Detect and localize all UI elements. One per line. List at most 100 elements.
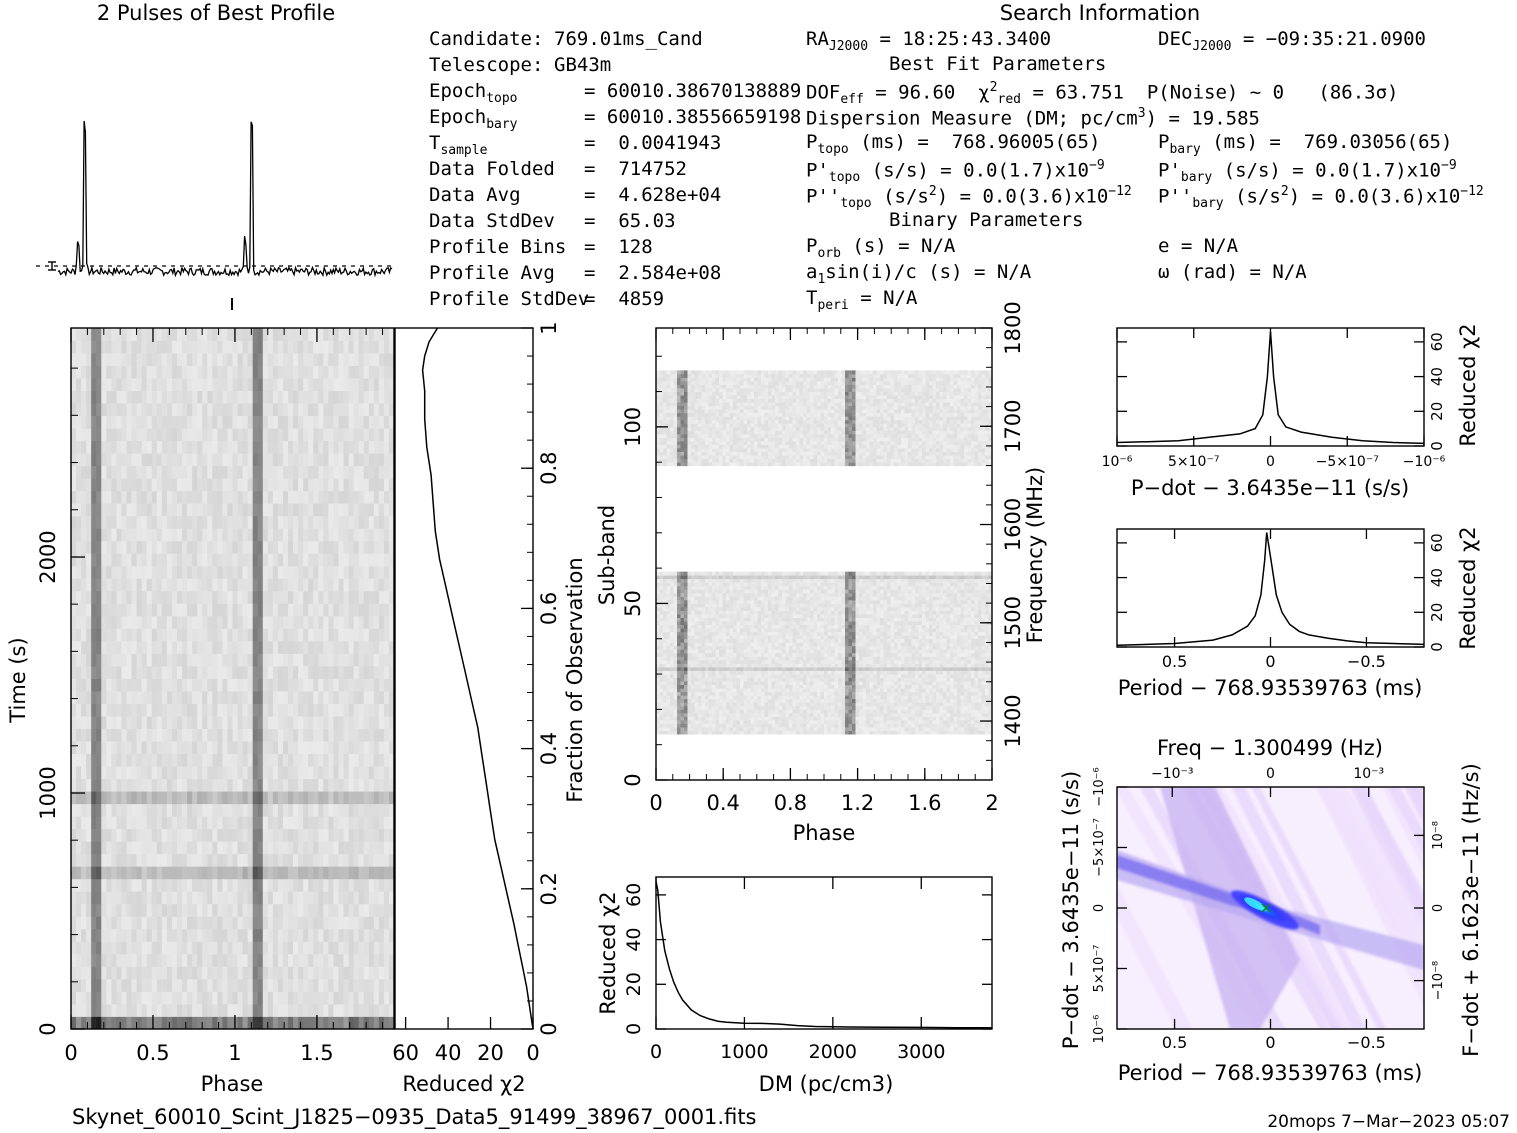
heatmap-cell — [217, 816, 223, 830]
heatmap-cell — [303, 478, 309, 492]
heatmap-cell — [101, 478, 107, 492]
heatmap-cell — [373, 803, 380, 817]
heatmap-cell — [978, 702, 982, 707]
heatmap-cell — [859, 723, 863, 728]
heatmap-cell — [91, 578, 97, 592]
heatmap-cell — [323, 941, 329, 955]
heatmap-cell — [338, 678, 344, 692]
heatmap-cell — [373, 565, 380, 579]
heatmap-cell — [388, 653, 395, 667]
heatmap-cell — [318, 741, 324, 755]
heatmap-cell — [827, 716, 832, 721]
heatmap-cell — [378, 1016, 385, 1030]
heatmap-cell — [182, 615, 188, 629]
heatmap-cell — [267, 565, 274, 579]
heatmap-cell — [368, 640, 375, 654]
heatmap-cell — [813, 719, 818, 724]
heatmap-cell — [831, 705, 835, 710]
heatmap-cell — [388, 853, 395, 867]
heatmap-cell — [277, 791, 284, 805]
heatmap-cell — [192, 565, 198, 579]
heatmap-cell — [71, 515, 77, 529]
heatmap-cell — [373, 791, 380, 805]
heatmap-cell — [106, 540, 112, 554]
heatmap-cell — [368, 728, 375, 742]
heatmap-cell — [313, 515, 319, 529]
heatmap-cell — [156, 353, 163, 366]
heatmap-cell — [747, 688, 751, 693]
heatmap-cell — [943, 702, 947, 707]
heatmap-cell — [257, 978, 264, 992]
heatmap-cell — [323, 653, 329, 667]
heatmap-cell — [161, 665, 168, 679]
heatmap-cell — [217, 691, 223, 704]
heatmap-cell — [207, 390, 213, 404]
heatmap-cell — [257, 453, 264, 467]
heatmap-cell — [869, 727, 874, 731]
heatmap-cell — [192, 891, 198, 905]
heatmap-cell — [666, 688, 671, 693]
heatmap-cell — [373, 515, 380, 529]
heatmap-cell — [666, 698, 671, 703]
heatmap-cell — [166, 478, 173, 492]
heatmap-cell — [363, 440, 370, 454]
heatmap-cell — [308, 891, 314, 905]
heatmap-cell — [76, 891, 82, 905]
heatmap-cell — [353, 778, 360, 792]
heatmap-cell — [182, 628, 188, 642]
heatmap-cell — [348, 841, 355, 855]
heatmap-cell — [666, 712, 671, 717]
heatmap-cell — [71, 716, 77, 729]
heatmap-cell — [831, 709, 835, 714]
heatmap-cell — [197, 415, 203, 429]
heatmap-cell — [96, 791, 102, 805]
heatmap-cell — [267, 603, 274, 617]
heatmap-cell — [293, 966, 299, 980]
heatmap-cell — [227, 440, 233, 454]
heatmap-cell — [111, 941, 117, 955]
heatmap-cell — [318, 428, 324, 442]
heatmap-cell — [217, 966, 223, 980]
heatmap-cell — [719, 695, 723, 700]
heatmap-cell — [785, 716, 790, 721]
heatmap-cell — [227, 378, 233, 391]
heatmap-cell — [76, 991, 82, 1005]
heatmap-cell — [182, 490, 188, 504]
heatmap-cell — [212, 891, 218, 905]
heatmap-cell — [908, 723, 912, 728]
heatmap-cell — [161, 916, 168, 930]
heatmap-cell — [323, 628, 329, 642]
heatmap-cell — [348, 490, 355, 504]
heatmap-cell — [267, 665, 274, 679]
heatmap-cell — [950, 712, 954, 717]
heatmap-cell — [262, 403, 269, 417]
heatmap-cell — [106, 1003, 112, 1017]
heatmap-cell — [348, 928, 355, 942]
heatmap-cell — [96, 415, 102, 429]
heatmap-cell — [323, 378, 329, 391]
heatmap-cell — [866, 730, 870, 735]
heatmap-cell — [136, 1016, 143, 1030]
heatmap-cell — [222, 753, 228, 767]
heatmap-cell — [202, 853, 208, 867]
heatmap-cell — [197, 903, 203, 917]
heatmap-cell — [388, 353, 395, 366]
heatmap-cell — [353, 841, 360, 855]
heatmap-cell — [282, 728, 289, 742]
heatmap-cell — [212, 691, 218, 704]
heatmap-cell — [116, 753, 122, 767]
heatmap-cell — [368, 503, 375, 517]
heatmap-cell — [197, 328, 203, 341]
heatmap-cell — [806, 702, 811, 707]
heatmap-cell — [932, 698, 937, 703]
heatmap-cell — [277, 878, 284, 892]
heatmap-cell — [237, 353, 243, 366]
heatmap-cell — [318, 1003, 324, 1017]
heatmap-cell — [116, 403, 122, 417]
heatmap-cell — [232, 665, 238, 679]
heatmap-cell — [86, 803, 92, 817]
heatmap-cell — [866, 712, 870, 717]
heatmap-cell — [101, 941, 107, 955]
heatmap-cell — [848, 716, 853, 721]
x-tick-label: 1 — [228, 1041, 241, 1065]
